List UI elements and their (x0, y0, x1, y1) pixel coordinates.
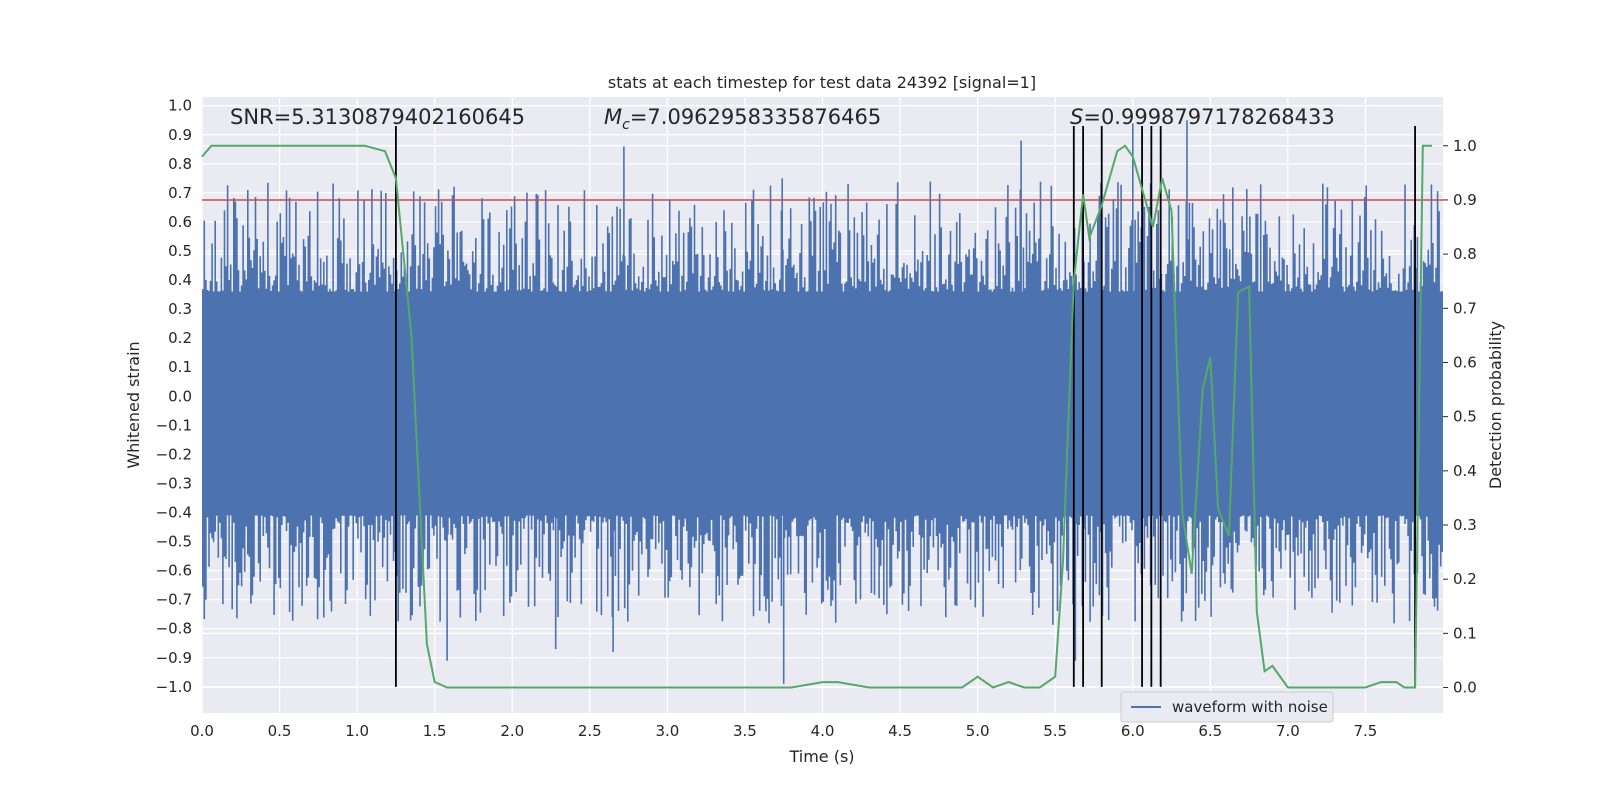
y-axis-ticks: 1.0 0.9 0.8 0.7 0.6 0.5 0.4 0.3 0.2 0.1 0.0 −0.1 −0.… (156, 97, 192, 696)
chirp-mass-symbol: M (604, 105, 622, 129)
y-tick-label: −0.5 (156, 533, 192, 551)
x-tick-label: 7.0 (1276, 722, 1300, 740)
y-tick-label: 0.6 (168, 213, 192, 231)
y-tick-label: −0.3 (156, 474, 192, 492)
y2-axis-ticks: 1.0 0.9 0.8 0.7 0.6 0.5 0.4 0.3 0.2 0.1 0.0 (1443, 137, 1477, 697)
y-tick-label: 0.7 (168, 184, 192, 202)
y-tick-label: 0.3 (168, 300, 192, 318)
x-tick-label: 2.5 (578, 722, 602, 740)
legend-label-waveform: waveform with noise (1172, 698, 1328, 716)
y2-tick-label: 0.1 (1453, 624, 1477, 642)
y-tick-label: 0.2 (168, 329, 192, 347)
y-tick-label: 0.4 (168, 271, 192, 289)
legend-box (1120, 691, 1334, 723)
significance-symbol: S (1070, 105, 1083, 129)
y-tick-label: −0.8 (156, 620, 192, 638)
x-tick-label: 2.0 (500, 722, 524, 740)
y-tick-label: 0.5 (168, 242, 192, 260)
chirp-mass-subscript: c (622, 117, 630, 133)
x-tick-label: 0.0 (190, 722, 214, 740)
y-tick-label: 0.0 (168, 387, 192, 405)
chart-title: stats at each timestep for test data 243… (608, 73, 1036, 92)
y2-axis-label: Detection probability (1486, 321, 1505, 489)
x-tick-label: 7.5 (1354, 722, 1378, 740)
chirp-mass-annotation: Mc=7.0962958335876465 (604, 105, 881, 133)
chirp-mass-value: =7.0962958335876465 (630, 105, 881, 129)
significance-value: =0.9998797178268433 (1083, 105, 1334, 129)
snr-annotation: SNR=5.3130879402160645 (230, 105, 525, 129)
y-tick-label: 0.8 (168, 155, 192, 173)
x-tick-label: 4.5 (888, 722, 912, 740)
y2-tick-label: 0.5 (1453, 408, 1477, 426)
y-tick-label: −0.4 (156, 504, 192, 522)
significance-annotation: S=0.9998797178268433 (1070, 105, 1335, 129)
y2-tick-label: 0.8 (1453, 245, 1477, 263)
x-tick-label: 4.0 (811, 722, 835, 740)
y2-tick-label: 0.3 (1453, 516, 1477, 534)
y2-tick-label: 0.2 (1453, 570, 1477, 588)
y2-tick-label: 0.0 (1453, 679, 1477, 697)
x-tick-label: 6.0 (1121, 722, 1145, 740)
x-tick-label: 1.0 (345, 722, 369, 740)
y2-tick-label: 0.4 (1453, 462, 1477, 480)
x-tick-label: 3.5 (733, 722, 757, 740)
detection-probability-line (201, 144, 1433, 689)
x-tick-label: 5.5 (1043, 722, 1067, 740)
y-axis-label: Whitened strain (124, 341, 143, 468)
x-tick-label: 3.0 (655, 722, 679, 740)
y-tick-label: 1.0 (168, 97, 192, 115)
x-tick-label: 0.5 (268, 722, 292, 740)
x-tick-label: 5.0 (966, 722, 990, 740)
y-tick-label: −0.9 (156, 649, 192, 667)
y-tick-label: −0.7 (156, 591, 192, 609)
y-tick-label: 0.9 (168, 126, 192, 144)
x-tick-label: 1.5 (423, 722, 447, 740)
y2-tick-label: 0.7 (1453, 299, 1477, 317)
legend: waveform with noise (1120, 691, 1334, 723)
y2-tick-label: 0.6 (1453, 353, 1477, 371)
y-tick-label: −0.1 (156, 416, 192, 434)
y2-tick-label: 0.9 (1453, 191, 1477, 209)
y-tick-label: −0.6 (156, 562, 192, 580)
x-tick-label: 6.5 (1198, 722, 1222, 740)
x-axis-label: Time (s) (788, 747, 854, 766)
y-tick-label: −1.0 (156, 678, 192, 696)
y-tick-label: −0.2 (156, 445, 192, 463)
x-axis-ticks: 0.0 0.5 1.0 1.5 2.0 2.5 3.0 3.5 4.0 4.5 5.0 5.5 6.0 6… (190, 722, 1377, 740)
y-tick-label: 0.1 (168, 358, 192, 376)
y2-tick-label: 1.0 (1453, 137, 1477, 155)
